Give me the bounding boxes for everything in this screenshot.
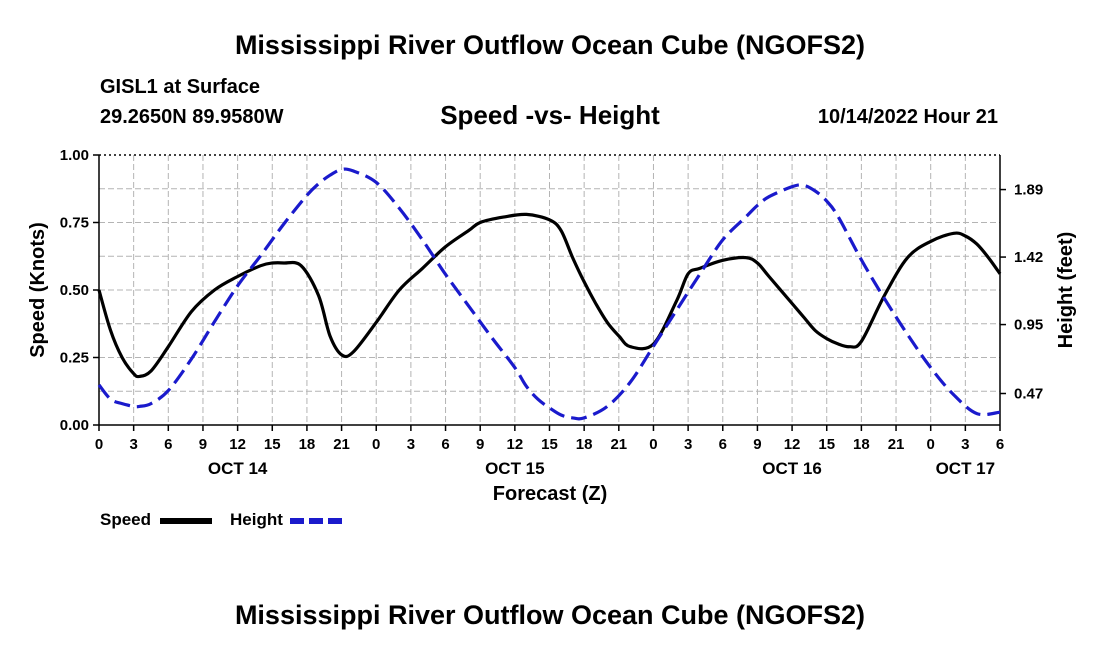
x-tick-label: 12	[784, 436, 801, 453]
x-tick-label: 6	[719, 436, 727, 453]
x-tick-label: 0	[927, 436, 935, 453]
x-tick-label: 21	[333, 436, 350, 453]
y2-tick-label: 0.95	[1014, 317, 1043, 334]
y-tick-label: 0.50	[60, 282, 89, 299]
x-tick-label: 15	[818, 436, 835, 453]
y-tick-label: 1.00	[60, 147, 89, 164]
x-tick-label: 18	[299, 436, 316, 453]
forecast-datetime: 10/14/2022 Hour 21	[817, 106, 998, 128]
legend-height-swatch	[290, 518, 342, 524]
x-tick-label: 3	[129, 436, 137, 453]
footer-title: Mississippi River Outflow Ocean Cube (NG…	[234, 600, 866, 630]
y2-tick-label: 1.89	[1014, 182, 1043, 199]
x-day-label: OCT 14	[208, 459, 268, 478]
legend-height-label: Height	[230, 510, 283, 529]
x-tick-label: 6	[996, 436, 1004, 453]
x-tick-label: 21	[888, 436, 905, 453]
station-coordinates: 29.2650N 89.9580W	[100, 106, 284, 128]
y-axis-title: Speed (Knots)	[27, 222, 49, 358]
y-tick-label: 0.00	[60, 417, 89, 434]
x-tick-label: 18	[853, 436, 870, 453]
x-tick-label: 18	[576, 436, 593, 453]
x-tick-label: 21	[610, 436, 627, 453]
x-tick-label: 0	[649, 436, 657, 453]
y-tick-label: 0.75	[60, 215, 89, 232]
x-tick-label: 6	[164, 436, 172, 453]
legend-speed-swatch	[160, 518, 212, 524]
x-day-label: OCT 15	[485, 459, 545, 478]
station-label: GISL1 at Surface	[100, 76, 261, 98]
x-day-label: OCT 16	[762, 459, 822, 478]
speed-series-line	[97, 212, 1002, 379]
x-tick-label: 12	[507, 436, 524, 453]
x-tick-label: 3	[684, 436, 692, 453]
x-tick-label: 9	[199, 436, 207, 453]
x-tick-label: 6	[441, 436, 449, 453]
legend-speed-label: Speed	[100, 510, 152, 529]
chart-subtitle: Speed -vs- Height	[440, 100, 660, 130]
y2-tick-label: 0.47	[1014, 386, 1043, 403]
x-tick-label: 0	[95, 436, 103, 453]
x-tick-label: 9	[476, 436, 484, 453]
x-axis-title: Forecast (Z)	[493, 483, 607, 505]
x-tick-label: 0	[372, 436, 380, 453]
x-tick-label: 3	[407, 436, 415, 453]
x-tick-label: 9	[753, 436, 761, 453]
y2-axis-title: Height (feet)	[1055, 232, 1077, 349]
chart-main-title: Mississippi River Outflow Ocean Cube (NG…	[234, 30, 866, 60]
y-tick-label: 0.25	[60, 350, 89, 367]
x-tick-label: 12	[229, 436, 246, 453]
y2-tick-label: 1.42	[1014, 249, 1043, 266]
x-day-label: OCT 17	[936, 459, 996, 478]
x-tick-label: 3	[961, 436, 969, 453]
x-tick-label: 15	[264, 436, 281, 453]
x-tick-label: 15	[541, 436, 558, 453]
height-series-line	[97, 167, 1001, 421]
